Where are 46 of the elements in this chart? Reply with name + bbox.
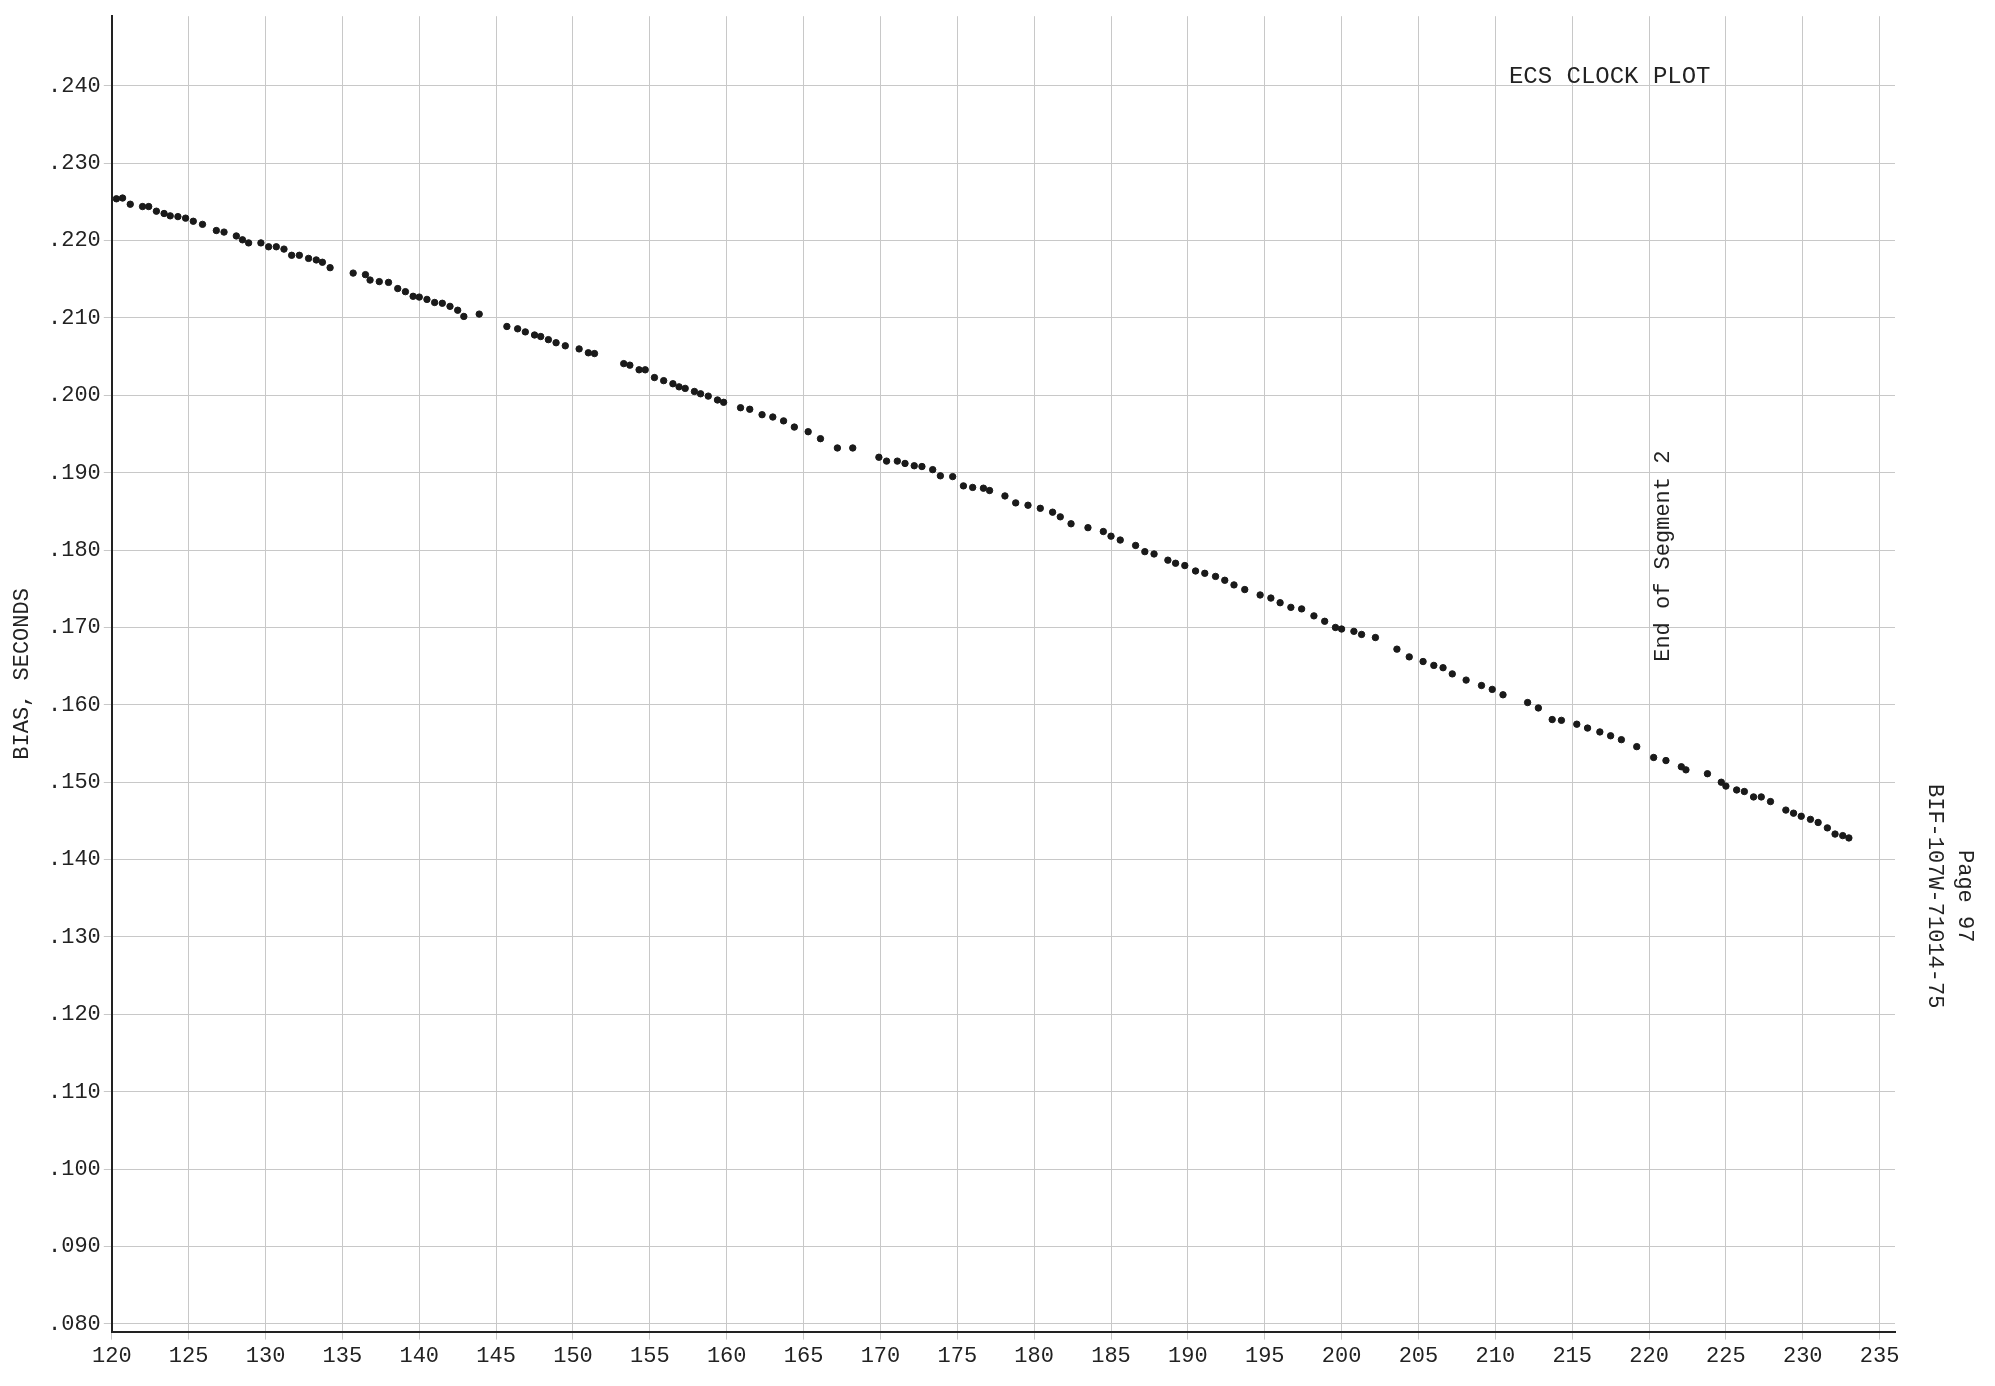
x-tick-label: 200	[1321, 1343, 1362, 1369]
x-tick-label: 190	[1168, 1343, 1208, 1369]
x-tick-label: 230	[1782, 1343, 1823, 1369]
y-tick-label: .150	[48, 770, 101, 796]
y-tick-label: .170	[48, 615, 101, 641]
y-tick-label: .090	[48, 1234, 101, 1260]
y-tick-label: .220	[48, 228, 101, 254]
x-tick-label: 220	[1629, 1343, 1669, 1369]
x-tick-label: 120	[92, 1343, 132, 1369]
y-tick-label: .240	[48, 73, 101, 99]
y-tick-label: .160	[48, 692, 101, 718]
text: Page 97	[1952, 849, 1978, 943]
y-axis-title: BIAS, SECONDS	[9, 588, 35, 760]
text: BIF-107W-71014-75	[1922, 783, 1948, 1009]
x-tick-label: 225	[1706, 1343, 1746, 1369]
y-tick-label: .210	[48, 305, 101, 331]
x-tick-label: 145	[476, 1343, 516, 1369]
x-tick-label: 185	[1091, 1343, 1131, 1369]
y-tick-label: .230	[48, 151, 101, 177]
x-tick-label: 155	[630, 1343, 670, 1369]
y-tick-label: .200	[48, 383, 101, 409]
y-tick-label: .080	[48, 1311, 101, 1337]
x-tick-label: 160	[706, 1343, 747, 1369]
y-tick-label: .180	[48, 537, 101, 563]
y-tick-label: .140	[48, 847, 101, 873]
x-tick-label: 140	[399, 1343, 440, 1369]
annotation: End of Segment 2	[1651, 450, 1677, 662]
text: ECS CLOCK PLOT	[1508, 62, 1711, 90]
x-tick-label: 125	[168, 1343, 209, 1369]
x-tick-label: 170	[860, 1343, 901, 1369]
y-tick-label: .120	[48, 1002, 101, 1028]
x-tick-label: 210	[1475, 1343, 1516, 1369]
x-tick-label: 165	[783, 1343, 824, 1369]
x-tick-label: 195	[1244, 1343, 1285, 1369]
x-tick-label: 215	[1552, 1343, 1592, 1369]
y-tick-label: .110	[48, 1079, 101, 1105]
x-tick-label: 150	[553, 1343, 593, 1369]
x-tick-label: 135	[322, 1343, 363, 1369]
x-tick-label: 180	[1014, 1343, 1054, 1369]
x-tick-label: 205	[1398, 1343, 1439, 1369]
x-tick-label: 175	[937, 1343, 978, 1369]
x-tick-label: 130	[245, 1343, 286, 1369]
y-tick-label: .190	[48, 460, 101, 486]
y-tick-label: .130	[48, 924, 101, 950]
x-tick-label: 235	[1859, 1343, 1900, 1369]
y-tick-label: .100	[48, 1156, 101, 1182]
